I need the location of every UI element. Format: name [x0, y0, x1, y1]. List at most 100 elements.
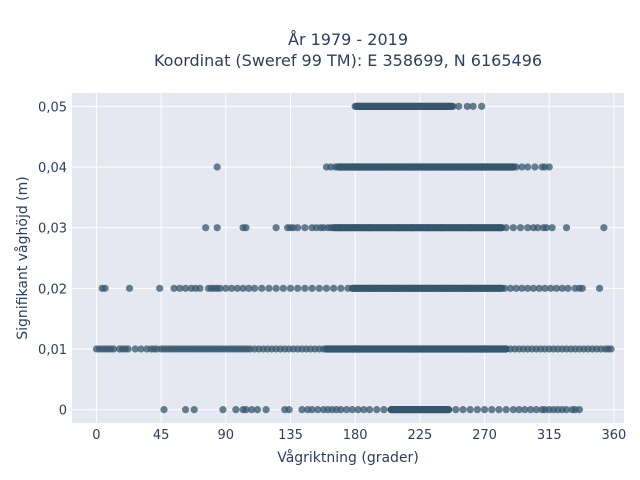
x-tick-label: 135: [278, 428, 303, 443]
y-tick-label: 0: [59, 404, 67, 419]
data-point: [337, 345, 345, 353]
chart-title: År 1979 - 2019 Koordinat (Sweref 99 TM):…: [154, 30, 542, 70]
data-point: [394, 345, 402, 353]
x-tick-label: 45: [153, 428, 170, 443]
data-point: [600, 224, 608, 232]
data-point: [466, 224, 474, 232]
y-tick-label: 0,03: [38, 222, 67, 237]
data-point: [202, 224, 210, 232]
data-point: [409, 163, 417, 171]
data-point: [534, 224, 542, 232]
data-point: [526, 406, 535, 414]
chart-title-line-2: Koordinat (Sweref 99 TM): E 358699, N 61…: [154, 51, 542, 70]
data-point: [518, 284, 526, 292]
data-point: [509, 406, 517, 414]
data-point: [502, 224, 510, 232]
data-point: [452, 224, 460, 232]
data-point: [327, 224, 335, 232]
data-point: [518, 163, 526, 171]
data-point: [294, 224, 302, 232]
data-point: [354, 406, 362, 414]
data-point: [480, 406, 489, 414]
data-point: [535, 284, 543, 292]
dense-point-band: [330, 224, 506, 232]
data-point: [176, 284, 184, 292]
data-point: [409, 284, 417, 292]
data-point: [315, 284, 323, 292]
data-point: [495, 163, 503, 171]
data-point: [512, 284, 520, 292]
data-point: [524, 284, 532, 292]
data-point: [124, 345, 132, 353]
data-point: [449, 102, 457, 110]
data-point: [452, 163, 460, 171]
x-tick-label: 360: [602, 428, 627, 443]
data-point: [430, 102, 438, 110]
data-point: [423, 102, 431, 110]
data-point: [253, 406, 262, 414]
data-point: [532, 406, 540, 414]
x-axis-ticks: 0 45 90 135 180 225 270 315 360: [92, 428, 626, 443]
data-point: [423, 224, 431, 232]
data-point: [529, 284, 538, 292]
data-point: [437, 102, 446, 110]
data-point: [222, 284, 230, 292]
data-point: [531, 163, 539, 171]
data-point: [380, 224, 388, 232]
data-point: [279, 284, 287, 292]
data-point: [437, 284, 446, 292]
data-point: [101, 284, 109, 292]
data-point: [509, 224, 517, 232]
data-point: [137, 345, 145, 353]
data-point: [512, 163, 520, 171]
data-point: [380, 406, 388, 414]
y-tick-label: 0,02: [38, 282, 67, 297]
data-point: [219, 406, 227, 414]
data-point: [342, 406, 351, 414]
data-point: [354, 102, 362, 110]
data-point: [365, 345, 374, 353]
data-point: [125, 284, 134, 292]
data-point: [495, 224, 503, 232]
data-point: [213, 224, 221, 232]
data-point: [515, 406, 523, 414]
data-point: [360, 102, 368, 110]
data-point: [373, 102, 381, 110]
data-point: [373, 406, 381, 414]
x-tick-label: 180: [343, 428, 368, 443]
data-point: [423, 163, 431, 171]
data-point: [348, 406, 356, 414]
data-point: [196, 284, 204, 292]
data-point: [181, 406, 190, 414]
data-point: [480, 345, 489, 353]
data-point: [272, 224, 280, 232]
y-tick-label: 0,01: [38, 343, 67, 358]
data-point: [552, 284, 561, 292]
data-point: [394, 224, 402, 232]
data-point: [548, 224, 556, 232]
data-point: [272, 284, 280, 292]
data-point: [170, 284, 178, 292]
data-point: [351, 224, 359, 232]
data-point: [394, 102, 402, 110]
data-point: [524, 163, 532, 171]
plot-area: [72, 93, 624, 423]
data-point: [232, 406, 240, 414]
data-point: [558, 284, 566, 292]
data-point: [227, 284, 236, 292]
chart-title-line-1: År 1979 - 2019: [288, 30, 408, 49]
data-point: [480, 163, 489, 171]
data-point: [351, 345, 359, 353]
data-point: [245, 284, 253, 292]
data-point: [160, 406, 168, 414]
data-point: [233, 284, 241, 292]
data-point: [242, 224, 250, 232]
data-point: [463, 102, 471, 110]
data-point: [562, 224, 571, 232]
data-point: [423, 284, 431, 292]
dense-point-band: [387, 406, 453, 414]
y-axis-ticks: 0 0,01 0,02 0,03 0,04 0,05: [38, 100, 67, 418]
data-point: [495, 406, 503, 414]
data-point: [265, 284, 273, 292]
data-point: [239, 284, 247, 292]
